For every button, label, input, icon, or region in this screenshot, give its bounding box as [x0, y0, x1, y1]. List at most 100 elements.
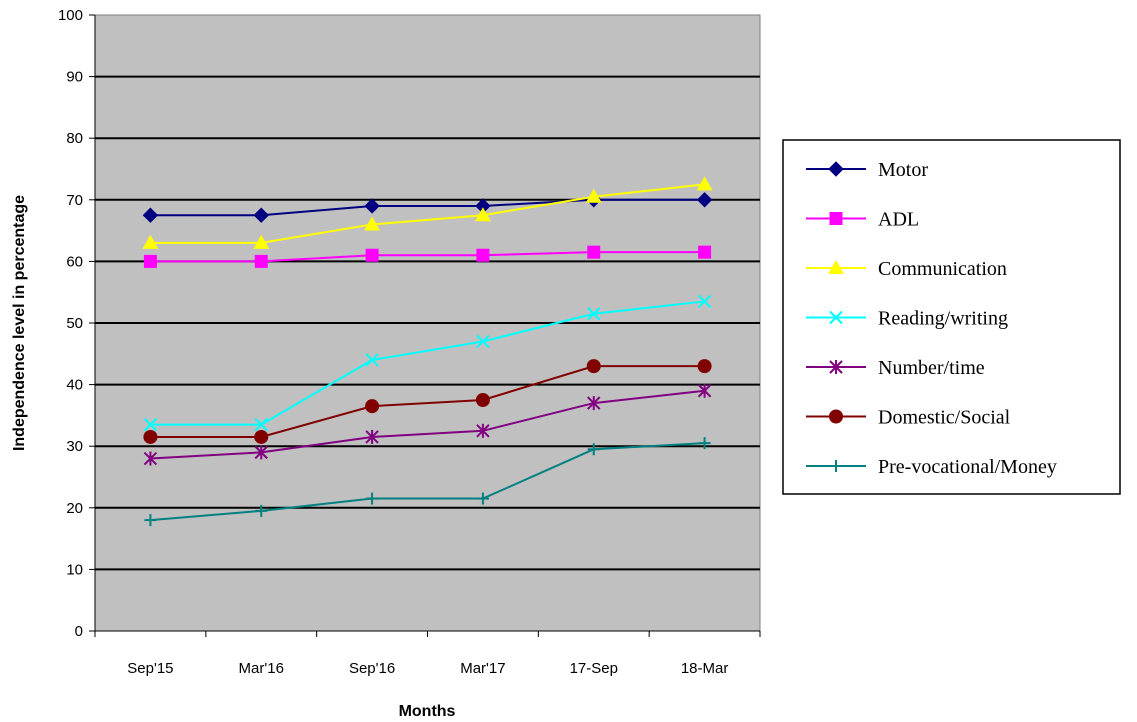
- data-point-plus: [255, 504, 268, 517]
- data-point-diamond: [253, 207, 269, 223]
- legend: Motor ADL Communication Reading/writing Numb…: [782, 139, 1121, 495]
- data-point-diamond: [828, 161, 844, 177]
- marker-stroke: [143, 417, 158, 432]
- data-point-triangle: [585, 188, 602, 203]
- legend-label: Reading/writing: [878, 308, 1008, 330]
- data-point-plus: [698, 437, 711, 450]
- x-tick-label: Mar'16: [239, 660, 284, 677]
- y-tick-label: 20: [66, 500, 83, 517]
- data-point-square: [254, 254, 268, 268]
- y-tick-label: 80: [66, 130, 83, 147]
- legend-label: Motor: [878, 159, 928, 181]
- data-point-square: [365, 248, 379, 262]
- data-point-star: [476, 423, 490, 438]
- data-point-star: [587, 396, 601, 411]
- data-point-plus: [476, 492, 489, 505]
- data-point-star: [365, 429, 379, 444]
- legend-item: Pre-vocational/Money: [806, 456, 1057, 478]
- y-tick-label: 60: [66, 253, 83, 270]
- marker-stroke: [697, 294, 712, 309]
- legend-item: Motor: [806, 159, 928, 181]
- data-point-x: [254, 417, 268, 432]
- data-point-diamond: [364, 198, 380, 214]
- data-point-square: [829, 212, 843, 225]
- series-domestic-social: [143, 359, 712, 444]
- x-axis-ticks: Sep'15 Mar'16 Sep'16 Mar'17 17-Sep 18-Mar: [94, 631, 761, 677]
- data-point-triangle: [696, 176, 713, 191]
- legend-item: Communication: [806, 258, 1007, 280]
- data-point-plus: [144, 514, 157, 527]
- data-point-star: [829, 360, 843, 374]
- legend-label: Domestic/Social: [878, 407, 1011, 429]
- marker-stroke: [476, 334, 490, 349]
- series-line: [150, 183, 705, 244]
- legend-item: ADL: [806, 209, 919, 231]
- y-tick-label: 100: [58, 7, 83, 24]
- data-point-square: [587, 245, 601, 259]
- series-line: [150, 389, 705, 460]
- data-point-x: [829, 310, 843, 325]
- data-point-square: [143, 254, 157, 268]
- y-tick-label: 10: [66, 561, 83, 578]
- series-lines: [142, 176, 713, 527]
- series-line: [150, 251, 705, 263]
- y-tick-label: 30: [66, 438, 83, 455]
- data-point-plus: [830, 460, 842, 472]
- data-point-x: [587, 307, 601, 321]
- data-point-square: [476, 248, 490, 262]
- x-tick-label: 18-Mar: [681, 660, 729, 677]
- series-line: [150, 300, 705, 426]
- data-point-star: [143, 451, 158, 466]
- legend-label: Number/time: [878, 357, 985, 379]
- data-point-x: [365, 353, 379, 367]
- y-tick-label: 50: [66, 315, 83, 332]
- data-point-x: [143, 417, 158, 432]
- series-line: [150, 198, 705, 217]
- series-communication: [142, 176, 713, 249]
- marker-stroke: [365, 353, 379, 367]
- data-point-circle: [586, 359, 601, 374]
- data-point-x: [476, 334, 490, 349]
- legend-item: Domestic/Social: [806, 407, 1011, 429]
- data-point-circle: [143, 429, 158, 444]
- series-pre-vocational-money: [144, 437, 711, 527]
- y-tick-label: 70: [66, 192, 83, 209]
- data-point-square: [698, 245, 712, 259]
- x-tick-label: Sep'15: [127, 660, 173, 677]
- series-reading-writing: [143, 294, 712, 432]
- data-point-plus: [587, 443, 600, 456]
- data-point-circle: [829, 409, 843, 424]
- series-adl: [143, 245, 712, 268]
- legend-label: ADL: [878, 209, 919, 231]
- y-axis-ticks: 0 10 20 30 40 50 60 70 80 90 100: [58, 7, 95, 640]
- data-point-star: [254, 445, 268, 460]
- data-point-circle: [254, 429, 269, 444]
- legend-item: Reading/writing: [806, 308, 1008, 330]
- data-point-diamond: [696, 192, 713, 208]
- series-line: [150, 365, 705, 438]
- data-point-plus: [366, 492, 379, 505]
- x-tick-label: Sep'16: [349, 660, 395, 677]
- y-axis-title: Independence level in percentage: [11, 195, 28, 451]
- marker-stroke: [829, 310, 843, 325]
- data-point-triangle: [474, 207, 491, 222]
- legend-label: Pre-vocational/Money: [878, 456, 1057, 478]
- data-point-x: [697, 294, 712, 309]
- series-number-time: [143, 383, 712, 466]
- data-point-star: [697, 383, 712, 398]
- x-tick-label: Mar'17: [460, 660, 505, 677]
- data-point-circle: [475, 393, 490, 407]
- data-point-circle: [697, 359, 712, 374]
- y-tick-label: 90: [66, 69, 83, 86]
- legend-item: Number/time: [806, 357, 985, 379]
- data-point-circle: [365, 399, 380, 414]
- legend-label: Communication: [878, 258, 1007, 280]
- data-point-triangle: [253, 234, 270, 249]
- x-tick-label: 17-Sep: [570, 660, 618, 677]
- y-tick-label: 40: [66, 377, 83, 394]
- marker-stroke: [254, 417, 268, 432]
- data-point-triangle: [364, 216, 381, 231]
- data-point-triangle: [828, 260, 844, 274]
- data-point-diamond: [142, 207, 159, 223]
